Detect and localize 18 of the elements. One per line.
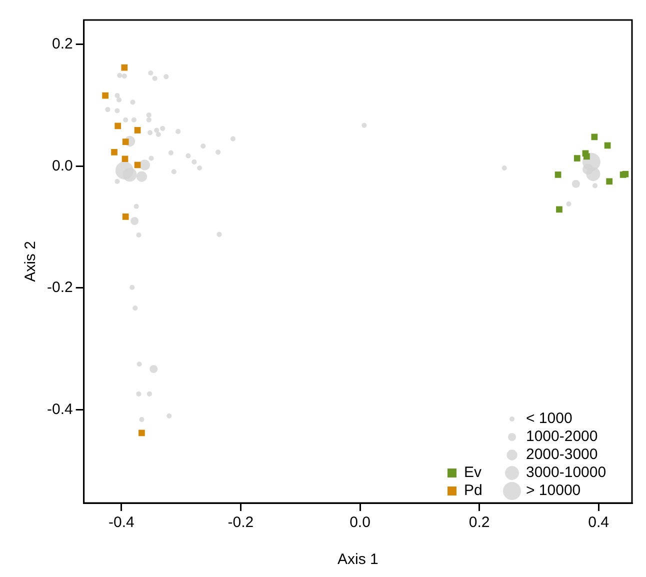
legend-label: Pd — [464, 482, 482, 500]
legend-label: 2000-3000 — [526, 446, 598, 464]
x-tick-label: -0.2 — [228, 514, 254, 532]
y-tick-label: 0.0 — [52, 157, 73, 174]
x-tick-label: 0.2 — [468, 514, 490, 532]
y-axis-title: Axis 2 — [22, 241, 40, 282]
y-tick-label: -0.2 — [46, 279, 73, 296]
x-tick-label: 0.4 — [588, 514, 610, 532]
y-tick-label: 0.2 — [52, 36, 73, 53]
legend-label: > 10000 — [526, 482, 581, 500]
y-tick-label: -0.4 — [46, 400, 73, 418]
legend-label: 3000-10000 — [526, 464, 606, 482]
x-tick-label: -0.4 — [108, 514, 134, 532]
x-axis-title: Axis 1 — [337, 551, 378, 568]
x-tick-label: 0.0 — [350, 514, 370, 532]
legend-label: < 1000 — [526, 410, 572, 428]
legend-label: 1000-2000 — [526, 428, 598, 446]
legend-label: Ev — [464, 464, 482, 482]
